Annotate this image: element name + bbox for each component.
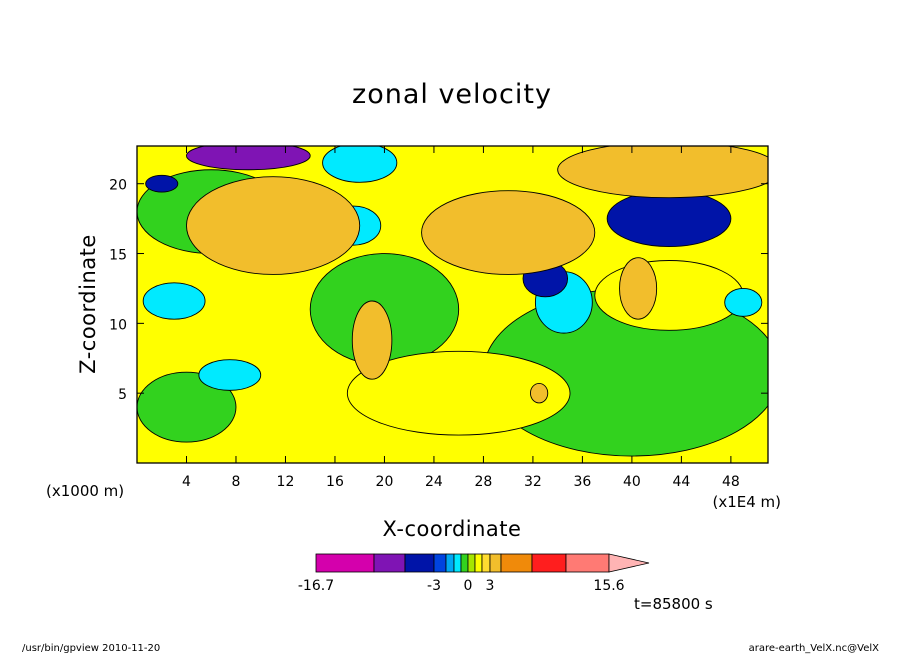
plot-frame xyxy=(136,145,769,464)
x-unit-right: (x1E4 m) xyxy=(712,493,781,511)
contour-region-blue xyxy=(145,174,179,193)
colorbar-segment xyxy=(373,553,406,573)
colorbar-segment xyxy=(481,553,491,573)
x-tick-label: 24 xyxy=(425,474,443,490)
x-unit-left: (x1000 m) xyxy=(46,482,124,500)
x-tick-label: 12 xyxy=(277,474,295,490)
y-tick-label: 10 xyxy=(109,317,127,333)
colorbar-arrow xyxy=(608,553,650,573)
contour-region-gold xyxy=(557,146,768,199)
contour-region-cyan xyxy=(198,359,262,391)
x-tick-label: 8 xyxy=(232,474,241,490)
contour-region-gold xyxy=(421,190,596,275)
x-tick-label: 4 xyxy=(182,474,191,490)
contour-region-gold xyxy=(619,257,658,320)
colorbar-label: -3 xyxy=(427,578,441,594)
contour-region-yellow xyxy=(346,350,571,436)
x-tick-label: 40 xyxy=(623,474,641,490)
x-axis-label: X-coordinate xyxy=(383,517,522,541)
footer-right: arare-earth_VelX.nc@VelX xyxy=(749,643,880,654)
contour-region-cyan xyxy=(142,282,206,320)
chart-title: zonal velocity xyxy=(352,79,552,110)
colorbar-label: 15.6 xyxy=(593,578,624,594)
colorbar-segment xyxy=(474,553,483,573)
contour-field xyxy=(137,146,768,457)
colorbar: -16.7 -3 0 3 15.6 xyxy=(298,553,650,594)
colorbar-segment xyxy=(489,553,502,573)
x-tick-label: 32 xyxy=(524,474,542,490)
colorbar-label: 0 xyxy=(464,578,473,594)
y-tick-label: 20 xyxy=(109,178,127,194)
footer-left: /usr/bin/gpview 2010-11-20 xyxy=(22,643,160,654)
contour-region-cyan xyxy=(322,146,398,183)
x-tick-label: 44 xyxy=(672,474,690,490)
x-tick-label: 20 xyxy=(376,474,394,490)
x-tick-label: 28 xyxy=(475,474,493,490)
colorbar-segment xyxy=(433,553,447,573)
colorbar-segment xyxy=(565,553,610,573)
contour-region-gold xyxy=(186,176,361,275)
contour-region-blue xyxy=(606,190,732,247)
colorbar-segment xyxy=(404,553,435,573)
contour-region-gold xyxy=(529,382,549,404)
contour-region-purple xyxy=(186,146,311,171)
colorbar-label: -16.7 xyxy=(298,578,334,594)
colorbar-segment xyxy=(467,553,476,573)
contour-region-cyan xyxy=(724,287,763,317)
time-label: t=85800 s xyxy=(634,595,713,613)
y-tick-label: 15 xyxy=(109,248,127,264)
colorbar-segment xyxy=(460,553,469,573)
colorbar-segment xyxy=(315,553,375,573)
x-tick-label: 16 xyxy=(326,474,344,490)
contour-region-green xyxy=(137,371,237,443)
colorbar-segment xyxy=(500,553,533,573)
y-tick-label: 5 xyxy=(118,387,127,403)
colorbar-segment xyxy=(453,553,462,573)
y-axis-ticks: 5 10 15 20 xyxy=(109,178,768,403)
contour-region-gold xyxy=(351,300,393,380)
colorbar-segment xyxy=(445,553,455,573)
y-axis-label: Z-coordinate xyxy=(76,234,100,374)
colorbar-segment xyxy=(531,553,567,573)
x-tick-label: 36 xyxy=(573,474,591,490)
x-tick-label: 48 xyxy=(722,474,740,490)
contour-region-yellow xyxy=(594,260,744,331)
colorbar-label: 3 xyxy=(486,578,495,594)
x-axis-ticks: 4 8 12 16 20 24 28 32 36 40 44 48 xyxy=(182,146,740,490)
